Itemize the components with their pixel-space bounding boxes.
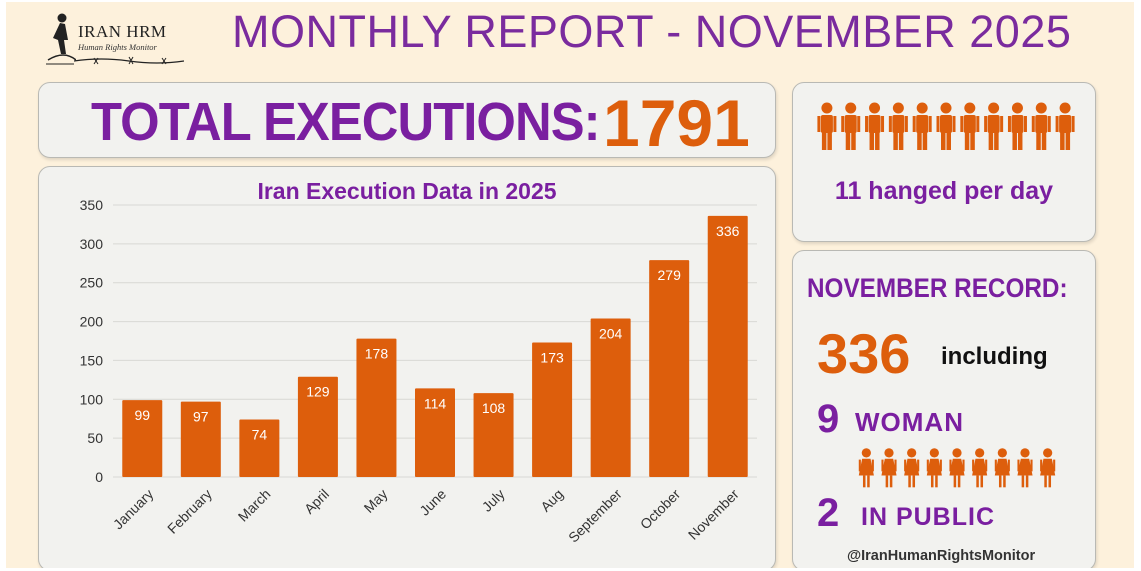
logo-name: IRAN HRM: [78, 22, 167, 41]
y-tick-label: 350: [80, 197, 104, 213]
person-icon: [1031, 102, 1051, 150]
x-tick-label: April: [301, 486, 332, 517]
bar-value-label: 204: [599, 325, 623, 341]
women-label: WOMAN: [855, 407, 964, 437]
november-record-card: NOVEMBER RECORD: 336 including 9 WOMAN 2…: [792, 250, 1096, 568]
chart-title: Iran Execution Data in 2025: [257, 178, 556, 204]
x-tick-label: October: [637, 486, 684, 533]
person-icon: [888, 102, 908, 150]
woman-icon: [881, 448, 897, 488]
person-icon: [865, 102, 885, 150]
person-icon: [817, 102, 837, 150]
public-count: 2: [817, 491, 840, 535]
woman-icon: [972, 448, 988, 488]
woman-icon: [1040, 448, 1056, 488]
y-tick-label: 0: [95, 469, 103, 485]
x-tick-label: September: [565, 486, 625, 546]
bar-value-label: 97: [193, 409, 209, 425]
bar: [473, 393, 514, 477]
bar: [590, 318, 631, 477]
bar: [707, 215, 748, 477]
bar: [122, 400, 163, 477]
y-tick-label: 200: [80, 314, 104, 330]
woman-icon: [926, 448, 942, 488]
person-icon: [1007, 102, 1027, 150]
social-handle: @IranHumanRightsMonitor: [847, 548, 1036, 564]
barbed-wire-icon: [74, 56, 184, 65]
x-tick-label: June: [416, 486, 449, 519]
bar: [297, 376, 338, 477]
people-icons: [817, 102, 1075, 150]
chart-card: Iran Execution Data in 2025 0 50 100 150 200 2…: [38, 166, 776, 568]
logo: IRAN HRM Human Rights Monitor: [44, 10, 184, 68]
y-tick-label: 250: [80, 275, 104, 291]
total-executions-value: 1791: [603, 86, 750, 160]
bar: [649, 260, 690, 477]
women-icons: [858, 448, 1056, 488]
person-icon: [936, 102, 956, 150]
y-tick-label: 300: [80, 236, 104, 252]
y-tick-label: 150: [80, 352, 104, 368]
bar-value-label: 279: [658, 267, 682, 283]
bar: [415, 388, 455, 477]
y-tick-label: 50: [87, 430, 103, 446]
x-tick-label: July: [479, 486, 508, 515]
woman-icon: [858, 448, 874, 488]
woman-icon: [949, 448, 965, 488]
x-tick-label: January: [110, 486, 157, 533]
woman-icon: [1017, 448, 1033, 488]
person-icon: [960, 102, 980, 150]
per-day-text: 11 hanged per day: [834, 177, 1054, 205]
total-executions-label: TOTAL EXECUTIONS:: [91, 92, 601, 152]
bar: [180, 401, 221, 477]
bar-value-label: 74: [252, 426, 268, 442]
bar-value-label: 178: [365, 346, 389, 362]
x-tick-label: February: [164, 486, 215, 537]
y-tick-label: 100: [80, 391, 104, 407]
bar-value-label: 108: [482, 400, 506, 416]
x-tick-label: November: [685, 486, 742, 543]
total-executions-card: TOTAL EXECUTIONS: 1791: [38, 82, 776, 160]
record-count: 336: [817, 322, 911, 385]
person-icon: [984, 102, 1004, 150]
page-title: MONTHLY REPORT - NOVEMBER 2025: [232, 6, 1072, 57]
person-icon: [912, 102, 932, 150]
logo-subtitle: Human Rights Monitor: [78, 42, 157, 52]
bar-value-label: 114: [424, 395, 447, 411]
person-icon: [841, 102, 861, 150]
woman-icon: [904, 448, 920, 488]
bar: [532, 342, 573, 477]
x-tick-label: Aug: [537, 486, 566, 515]
record-title: NOVEMBER RECORD:: [807, 273, 1068, 303]
bar-value-label: 129: [306, 384, 330, 400]
person-icon: [1055, 102, 1075, 150]
bar-value-label: 173: [540, 350, 564, 366]
woman-icon: [994, 448, 1010, 488]
bar-chart: Iran Execution Data in 2025 0 50 100 150 200 2…: [80, 178, 757, 546]
x-tick-label: May: [361, 486, 391, 516]
infographic: IRAN HRM Human Rights Monitor MONTHLY RE…: [6, 2, 1134, 568]
logo-figure-icon: [46, 13, 76, 65]
bar: [356, 338, 397, 477]
per-day-card: 11 hanged per day: [792, 82, 1096, 242]
women-count: 9: [817, 397, 840, 441]
record-including: including: [941, 343, 1048, 370]
bar: [239, 419, 280, 477]
public-label: IN PUBLIC: [861, 503, 995, 531]
bar-value-label: 336: [716, 223, 740, 239]
bar-value-label: 99: [134, 407, 150, 423]
x-tick-label: March: [235, 486, 274, 525]
